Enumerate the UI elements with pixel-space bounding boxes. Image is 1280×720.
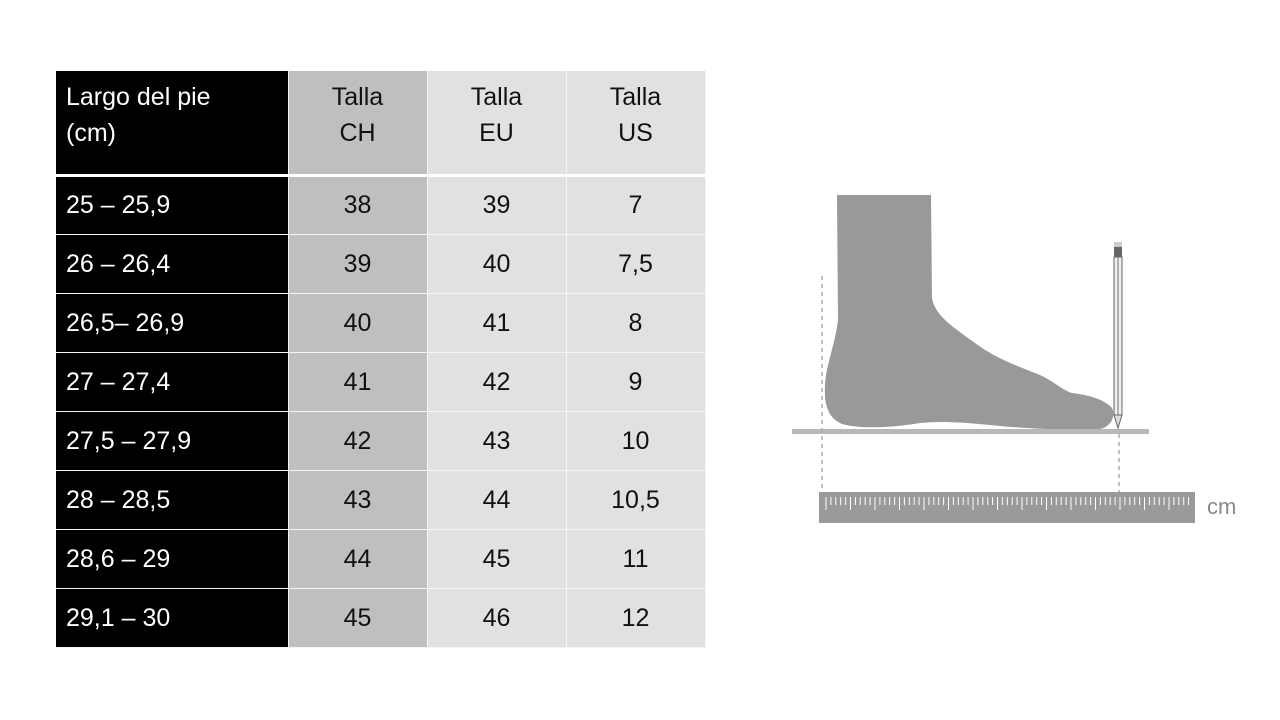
table-cell: 7 xyxy=(566,175,706,235)
unit-label: cm xyxy=(1207,494,1237,519)
header-line: Talla xyxy=(609,83,662,111)
table-cell: 46 xyxy=(427,588,567,648)
header-cell: Talla CH xyxy=(288,71,428,177)
table-cell: 43 xyxy=(427,411,567,471)
table-cell: 10 xyxy=(566,411,706,471)
foot-icon xyxy=(824,195,1114,430)
size-chart-table: Largo del pie (cm) Talla CH Talla EU Talla US 25… xyxy=(56,71,706,648)
table-cell: 11 xyxy=(566,529,706,589)
table-cell: 45 xyxy=(288,588,428,648)
table-cell: 26 – 26,4 xyxy=(56,234,289,294)
ruler-icon xyxy=(819,492,1195,523)
table-cell: 29,1 – 30 xyxy=(56,588,289,648)
table-cell: 42 xyxy=(427,352,567,412)
table-row: 29,1 – 30 45 46 12 xyxy=(56,588,706,648)
table-row: 26 – 26,4 39 40 7,5 xyxy=(56,234,706,294)
table-cell: 39 xyxy=(427,175,567,235)
header-cell: Talla US xyxy=(566,71,706,177)
table-cell: 26,5– 26,9 xyxy=(56,293,289,353)
table-row: 28 – 28,5 43 44 10,5 xyxy=(56,470,706,530)
header-cell: Largo del pie (cm) xyxy=(56,71,289,177)
table-row: 28,6 – 29 44 45 11 xyxy=(56,529,706,589)
table-row: 27 – 27,4 41 42 9 xyxy=(56,352,706,412)
table-cell: 41 xyxy=(288,352,428,412)
floor-line xyxy=(792,429,1149,434)
table-cell: 38 xyxy=(288,175,428,235)
table-cell: 9 xyxy=(566,352,706,412)
table-cell: 42 xyxy=(288,411,428,471)
table-cell: 12 xyxy=(566,588,706,648)
table-cell: 43 xyxy=(288,470,428,530)
table-cell: 40 xyxy=(427,234,567,294)
header-line: US xyxy=(618,119,653,147)
header-row: Largo del pie (cm) Talla CH Talla EU Talla US xyxy=(56,71,706,177)
table-cell: 28,6 – 29 xyxy=(56,529,289,589)
table-cell: 40 xyxy=(288,293,428,353)
header-line: Talla xyxy=(470,83,523,111)
table-cell: 7,5 xyxy=(566,234,706,294)
header-cell: Talla EU xyxy=(427,71,567,177)
pencil-icon xyxy=(1113,242,1123,430)
table-cell: 28 – 28,5 xyxy=(56,470,289,530)
table-row: 27,5 – 27,9 42 43 10 xyxy=(56,411,706,471)
table-cell: 39 xyxy=(288,234,428,294)
table-cell: 27 – 27,4 xyxy=(56,352,289,412)
header-line: CH xyxy=(339,119,376,147)
header-line: EU xyxy=(479,119,514,147)
table-cell: 25 – 25,9 xyxy=(56,175,289,235)
table-row: 26,5– 26,9 40 41 8 xyxy=(56,293,706,353)
table-cell: 45 xyxy=(427,529,567,589)
table-cell: 10,5 xyxy=(566,470,706,530)
table-cell: 44 xyxy=(427,470,567,530)
table-row: 25 – 25,9 38 39 7 xyxy=(56,175,706,235)
header-line: (cm) xyxy=(66,119,116,147)
table-cell: 27,5 – 27,9 xyxy=(56,411,289,471)
table-cell: 41 xyxy=(427,293,567,353)
table-cell: 44 xyxy=(288,529,428,589)
header-line: Talla xyxy=(331,83,384,111)
header-line: Largo del pie xyxy=(66,83,211,111)
table-cell: 8 xyxy=(566,293,706,353)
